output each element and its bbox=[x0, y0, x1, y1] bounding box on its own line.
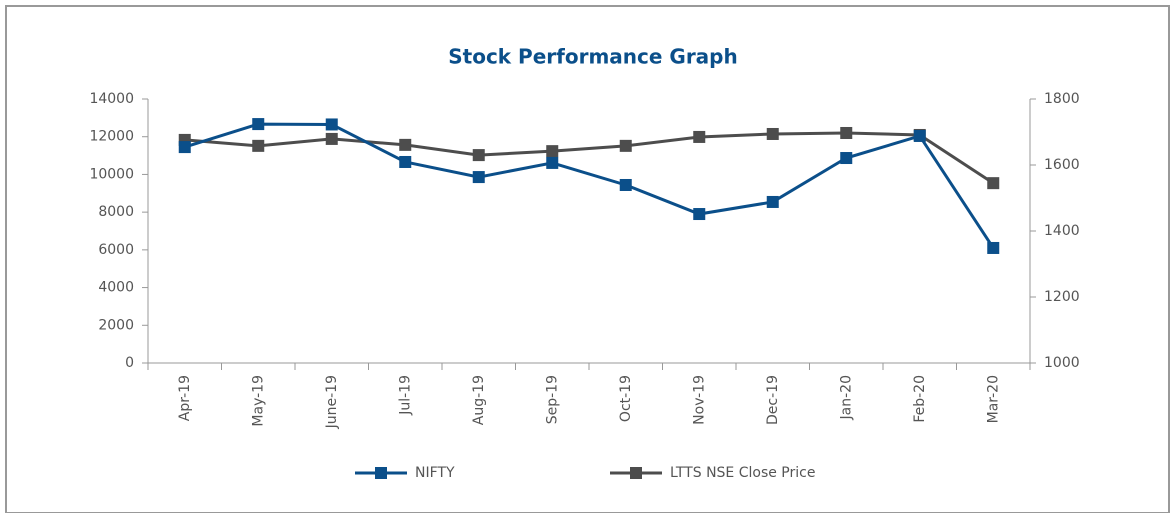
legend-marker bbox=[630, 467, 642, 479]
point bbox=[693, 130, 706, 143]
point bbox=[987, 177, 1000, 190]
y-tick-label: 0 bbox=[125, 355, 134, 371]
point bbox=[472, 149, 485, 162]
point bbox=[546, 145, 559, 158]
point bbox=[472, 171, 485, 184]
legend-marker bbox=[375, 467, 387, 479]
point bbox=[399, 155, 412, 168]
point bbox=[619, 178, 632, 191]
point bbox=[987, 241, 1000, 254]
y-tick-label: 2000 bbox=[98, 317, 134, 333]
y2-tick-label: 1200 bbox=[1044, 289, 1080, 305]
point bbox=[325, 118, 338, 131]
point bbox=[693, 208, 706, 221]
frame bbox=[5, 5, 1170, 513]
x-tick-label: Nov-19 bbox=[691, 375, 707, 425]
point bbox=[840, 126, 853, 139]
legend-label: NIFTY bbox=[415, 465, 455, 481]
y-tick-label: 12000 bbox=[89, 129, 134, 145]
point bbox=[913, 129, 926, 142]
point bbox=[252, 139, 265, 152]
x-tick-label: Mar-20 bbox=[985, 375, 1001, 423]
x-tick-label: June-19 bbox=[324, 375, 340, 429]
chart-title: Stock Performance Graph bbox=[448, 45, 738, 69]
legend-label: LTTS NSE Close Price bbox=[670, 465, 815, 481]
x-tick-label: Feb-20 bbox=[912, 375, 928, 423]
x-tick-label: Jan-20 bbox=[838, 375, 854, 420]
x-tick-label: Dec-19 bbox=[765, 375, 781, 425]
x-tick-label: Apr-19 bbox=[177, 375, 193, 421]
point bbox=[399, 138, 412, 151]
point bbox=[619, 139, 632, 152]
point bbox=[766, 127, 779, 140]
y-tick-label: 4000 bbox=[98, 280, 134, 296]
x-tick-label: Jul-19 bbox=[397, 375, 413, 416]
point bbox=[252, 118, 265, 131]
y-tick-label: 8000 bbox=[98, 204, 134, 220]
point bbox=[178, 141, 191, 154]
y2-tick-label: 1400 bbox=[1044, 223, 1080, 239]
x-tick-label: May-19 bbox=[250, 375, 266, 427]
x-tick-label: Sep-19 bbox=[544, 375, 560, 424]
y2-tick-label: 1000 bbox=[1044, 355, 1080, 371]
y-tick-label: 10000 bbox=[89, 166, 134, 182]
y2-tick-label: 1600 bbox=[1044, 157, 1080, 173]
y-tick-label: 6000 bbox=[98, 242, 134, 258]
point bbox=[546, 156, 559, 169]
y-tick-label: 14000 bbox=[89, 91, 134, 107]
point bbox=[840, 152, 853, 165]
point bbox=[766, 195, 779, 208]
point bbox=[325, 132, 338, 145]
series-line bbox=[184, 122, 995, 249]
series-line bbox=[184, 131, 995, 185]
y2-tick-label: 1800 bbox=[1044, 91, 1080, 107]
x-tick-label: Oct-19 bbox=[618, 375, 634, 422]
x-tick-label: Aug-19 bbox=[471, 375, 487, 425]
